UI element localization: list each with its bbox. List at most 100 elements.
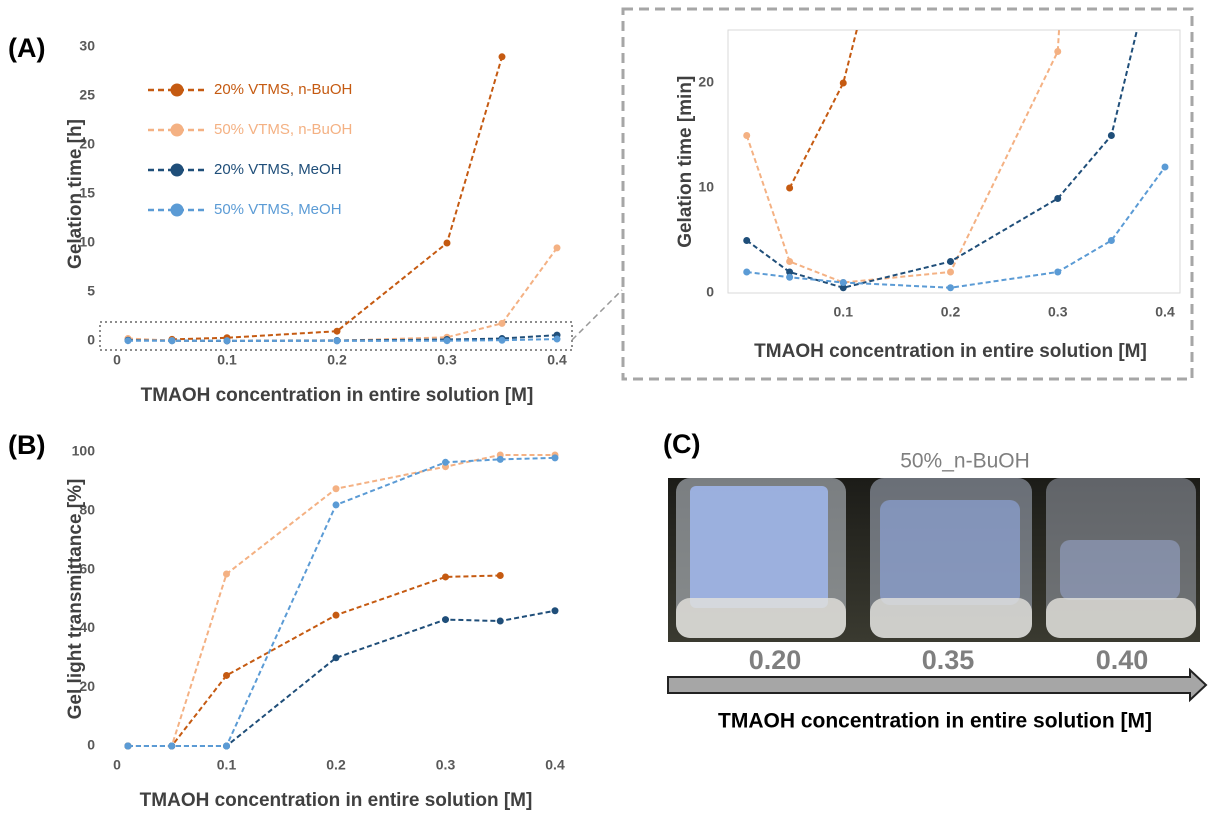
data-point — [332, 501, 340, 509]
series-line — [171, 56, 503, 341]
data-point — [947, 284, 954, 292]
data-point — [551, 607, 559, 615]
data-point — [223, 742, 230, 750]
data-point — [498, 336, 506, 344]
legend-label: 50% VTMS, n-BuOH — [214, 121, 352, 138]
x-tick-label: 0 — [113, 757, 121, 773]
data-point — [124, 742, 132, 750]
sample-label: 0.40 — [1096, 645, 1149, 675]
y-tick-label: 40 — [79, 619, 95, 635]
x-tick-label: 0.1 — [217, 352, 237, 368]
data-point — [553, 244, 561, 252]
y-tick-label: 0 — [87, 737, 95, 753]
x-tick-label: 0.2 — [326, 757, 346, 773]
gel — [1060, 540, 1180, 600]
panel-label: (C) — [663, 429, 700, 459]
series-line — [746, 30, 1139, 289]
gel — [690, 486, 828, 608]
data-point — [443, 337, 451, 345]
data-point — [496, 617, 504, 625]
y-tick-label: 60 — [79, 560, 95, 576]
y-tick-label: 25 — [79, 87, 95, 103]
legend-marker — [170, 123, 184, 137]
x-axis-label: TMAOH concentration in entire solution [… — [141, 385, 534, 406]
legend-marker — [170, 203, 184, 217]
data-point — [496, 571, 504, 579]
x-axis-label: TMAOH concentration in entire solution [… — [140, 790, 533, 811]
panel-label: (B) — [8, 430, 45, 460]
x-axis-label: TMAOH concentration in entire solution [… — [754, 341, 1147, 362]
gel — [880, 500, 1020, 605]
data-point — [1161, 163, 1169, 171]
data-point — [443, 239, 451, 247]
data-point — [496, 455, 504, 463]
data-point — [498, 53, 506, 61]
x-tick-label: 0.3 — [1048, 304, 1068, 320]
y-axis-label: Gelation time [h] — [65, 119, 86, 269]
arrow — [667, 667, 1208, 703]
data-point — [333, 337, 341, 345]
data-point — [442, 616, 449, 624]
data-point — [1107, 132, 1115, 139]
plot-area — [743, 30, 1169, 292]
x-tick-label: 0.2 — [327, 352, 347, 368]
legend-label: 20% VTMS, n-BuOH — [214, 81, 352, 98]
legend-marker — [170, 163, 184, 177]
data-point — [223, 337, 231, 345]
x-tick-label: 0.4 — [1155, 304, 1175, 320]
y-tick-label: 20 — [79, 136, 95, 152]
y-tick-label: 80 — [79, 502, 95, 518]
data-point — [551, 454, 559, 462]
data-point — [786, 273, 794, 281]
data-point — [1054, 195, 1062, 202]
y-tick-label: 100 — [72, 443, 96, 459]
data-point — [332, 611, 340, 619]
data-point — [743, 237, 751, 244]
x-tick-label: 0.2 — [941, 304, 961, 320]
y-axis-label: Gel light transmittance [%] — [65, 479, 86, 720]
legend-marker — [170, 83, 184, 97]
data-point — [1107, 237, 1115, 244]
y-tick-label: 20 — [79, 678, 95, 694]
inset-plot-frame — [727, 29, 1181, 294]
data-point — [332, 654, 340, 662]
vial-bottom — [870, 598, 1032, 638]
series-line — [127, 609, 556, 747]
legend-label: 20% VTMS, MeOH — [214, 161, 342, 178]
zoom-box — [99, 321, 573, 351]
data-point — [124, 337, 132, 345]
y-tick-label: 0 — [706, 284, 714, 300]
y-tick-label: 0 — [87, 332, 95, 348]
data-point — [442, 573, 449, 581]
data-point — [168, 337, 176, 345]
data-point — [332, 485, 340, 493]
sample-label: 0.20 — [749, 645, 802, 675]
data-point — [333, 327, 341, 335]
series-line — [127, 453, 555, 747]
x-tick-label: 0.3 — [436, 757, 456, 773]
data-point — [553, 335, 561, 343]
plot-area — [124, 451, 559, 750]
data-point — [786, 184, 794, 192]
y-tick-label: 30 — [79, 38, 95, 54]
y-tick-label: 5 — [87, 283, 95, 299]
data-point — [839, 279, 847, 286]
sample-label: 0.35 — [922, 645, 975, 675]
x-tick-label: 0.4 — [547, 352, 567, 368]
y-tick-label: 10 — [698, 179, 714, 195]
zoom-connector — [571, 289, 623, 341]
data-point — [786, 268, 794, 276]
data-point — [223, 570, 230, 578]
data-point — [168, 742, 176, 750]
data-point — [743, 132, 751, 139]
series-line — [127, 574, 501, 747]
data-point — [1054, 268, 1062, 276]
y-tick-label: 20 — [698, 74, 714, 90]
series-line — [788, 30, 858, 189]
y-tick-label: 10 — [79, 234, 95, 250]
photo-title: 50%_n-BuOH — [900, 450, 1030, 473]
vial-bottom — [1046, 598, 1196, 638]
data-point — [947, 258, 954, 265]
x-tick-label: 0.1 — [834, 304, 854, 320]
